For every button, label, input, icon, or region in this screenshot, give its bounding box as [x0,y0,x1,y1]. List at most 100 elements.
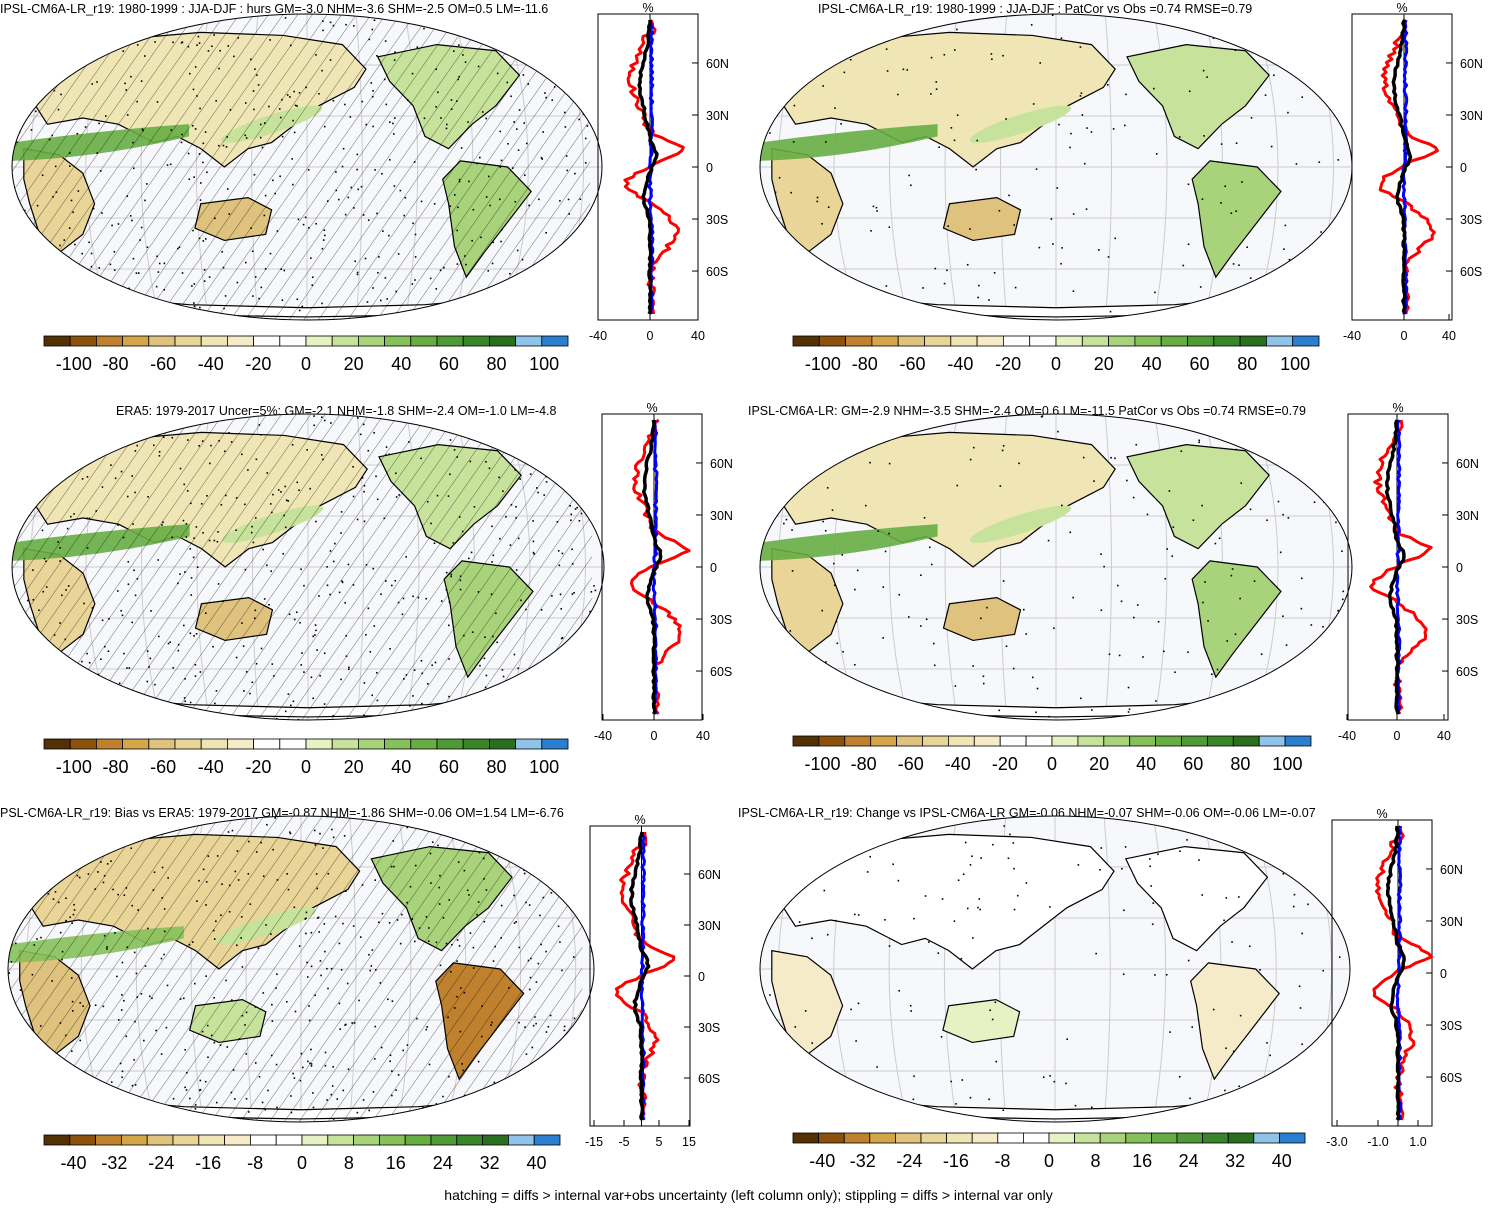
colorbar-label: -80 [102,354,128,374]
colorbar-label: 100 [1280,354,1310,374]
colorbar-label: -40 [60,1153,86,1173]
lat-tick-label: 30S [706,213,728,227]
lat-tick-label: 60S [698,1072,720,1086]
colorbar-label: 0 [301,354,311,374]
panel-title: IPSL-CM6A-LR: GM=-2.9 NHM=-3.5 SHM=-2.4 … [748,404,1306,418]
colorbar-label: -20 [995,354,1021,374]
x-tick-label: -40 [594,729,612,743]
continent-samerica [1191,560,1282,679]
colorbar-label: 0 [1044,1151,1054,1171]
lat-tick-label: 60S [1460,265,1482,279]
continent-africa [771,949,844,1056]
lat-tick-label: 0 [710,561,717,575]
colorbar-label: -60 [150,354,176,374]
colorbar-label: 40 [391,354,411,374]
world-map [760,816,1350,1122]
x-tick-label: -40 [589,329,607,343]
continent-eurasia [782,31,1116,168]
lat-tick-label: 0 [1460,161,1467,175]
colorbar-label: 100 [1272,754,1302,774]
lat-tick-label: 60N [698,868,721,882]
colorbar-label: 100 [529,354,559,374]
world-map [12,414,604,720]
zonal-curve-blue [647,19,655,315]
colorbar: -40 -32 -24 -16 -8 0 8 16 24 32 40 [792,1132,1306,1171]
continent-samerica [1190,962,1280,1081]
colorbar-label: -32 [850,1151,876,1171]
colorbar: -100 -80 -60 -40 -20 0 20 40 60 80 100 [43,335,569,374]
footer-note: hatching = diffs > internal var+obs unce… [444,1187,1053,1203]
x-tick-label: 0 [1401,329,1408,343]
colorbar-label: 100 [529,757,559,777]
lat-tick-label: 60N [1440,863,1463,877]
colorbar-label: 60 [439,354,459,374]
colorbar: -100 -80 -60 -40 -20 0 20 40 60 80 100 [43,738,569,777]
colorbar-label: -40 [945,754,971,774]
colorbar-label: 24 [1179,1151,1199,1171]
colorbar-label: -40 [947,354,973,374]
zonal-unit-label: % [646,401,657,415]
zonal-curve-black [641,419,663,715]
continent-australia [942,196,1022,242]
colorbar: -100 -80 -60 -40 -20 0 20 40 60 80 100 [792,735,1312,774]
zonal-curve-black [1384,419,1406,715]
lat-tick-label: 30S [698,1021,720,1035]
x-tick-label: 5 [656,1135,663,1149]
x-tick-label: 40 [1442,329,1456,343]
colorbar-label: -100 [805,354,841,374]
lat-tick-label: 60N [706,57,729,71]
panel-title: IPSL-CM6A-LR_r19: Change vs IPSL-CM6A-LR… [738,806,1316,820]
colorbar-label: -32 [101,1153,127,1173]
colorbar-label: -40 [198,757,224,777]
colorbar-label: 80 [1230,754,1250,774]
lat-tick-label: 60N [710,457,733,471]
colorbar-label: 32 [480,1153,500,1173]
colorbar-label: -80 [102,757,128,777]
x-tick-label: 40 [696,729,710,743]
continent-africa [771,147,844,254]
map-border [759,815,1351,1123]
colorbar-label: 40 [1272,1151,1292,1171]
lat-tick-label: 0 [706,161,713,175]
lat-tick-label: 0 [698,970,705,984]
continent-namerica [1126,443,1270,550]
continent-africa [771,547,844,654]
colorbar-label: 40 [1142,354,1162,374]
colorbar-label: 80 [487,757,507,777]
colorbar-label: -60 [900,354,926,374]
colorbar-label: 8 [1091,1151,1101,1171]
lat-tick-label: 30S [1456,613,1478,627]
map-border [11,13,603,321]
colorbar-label: 80 [487,354,507,374]
lat-tick-label: 30N [1460,109,1483,123]
map-border [11,413,605,721]
x-tick-label: -5 [618,1135,629,1149]
continent-namerica [1126,43,1270,150]
map-border [759,413,1353,721]
lat-tick-label: 30N [1440,915,1463,929]
colorbar-label: 60 [1183,754,1203,774]
colorbar-label: -60 [898,754,924,774]
x-tick-label: 0 [651,729,658,743]
colorbar-label: -20 [245,354,271,374]
x-tick-label: -1.0 [1367,1135,1389,1149]
zonal-unit-label: % [1396,1,1407,15]
colorbar-label: -60 [150,757,176,777]
lat-tick-label: 60S [710,665,732,679]
colorbar-label: 60 [1189,354,1209,374]
colorbar-label: -16 [195,1153,221,1173]
lat-tick-label: 30S [1440,1019,1462,1033]
lat-tick-label: 60S [1440,1071,1462,1085]
zonal-mean-plot: % 60N 30N 0 30S 60S -15 -5 5 15 [585,813,721,1149]
colorbar-label: -8 [994,1151,1010,1171]
colorbar-label: 80 [1237,354,1257,374]
colorbar: -100 -80 -60 -40 -20 0 20 40 60 80 100 [792,335,1320,374]
panel-title: PSL-CM6A-LR_r19: Bias vs ERA5: 1979-2017… [0,806,564,820]
colorbar-label: 40 [527,1153,547,1173]
x-tick-label: 0 [647,329,654,343]
